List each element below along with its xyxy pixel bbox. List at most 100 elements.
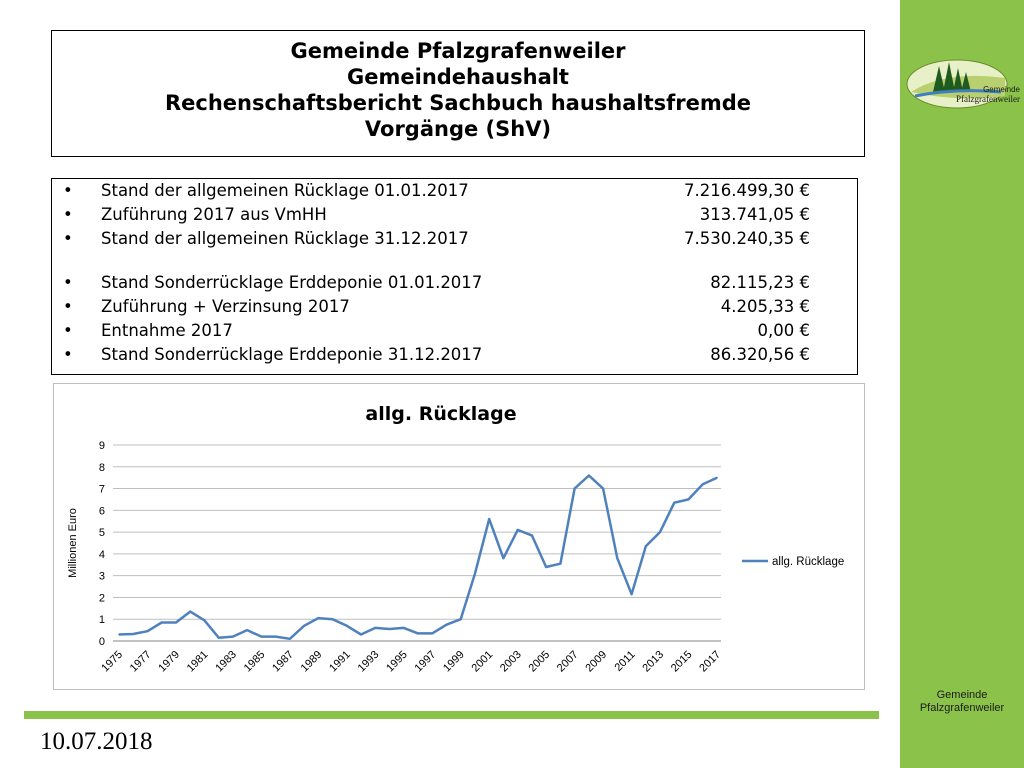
list-item: • Stand Sonderrücklage Erddeponie 01.01.…	[52, 273, 857, 297]
data-point	[402, 627, 405, 629]
data-point	[602, 487, 604, 490]
list-item: • Entnahme 2017 0,00 €	[52, 321, 857, 345]
x-tick-label: 1995	[384, 649, 410, 675]
data-point	[659, 531, 661, 533]
data-point	[260, 635, 263, 638]
data-point	[445, 623, 448, 626]
data-point	[431, 632, 434, 635]
data-point	[175, 621, 177, 624]
x-tick-label: 1977	[128, 649, 154, 675]
data-point	[360, 633, 362, 636]
bullet: •	[63, 205, 73, 224]
bullet: •	[63, 321, 73, 340]
data-point	[673, 501, 676, 504]
data-point	[246, 629, 248, 631]
bullet: •	[63, 181, 73, 200]
list-item-label: Stand der allgemeinen Rücklage 31.12.201…	[101, 229, 469, 248]
data-point	[687, 498, 690, 501]
y-tick-label: 4	[99, 549, 105, 561]
x-tick-label: 1999	[441, 649, 467, 675]
data-point	[146, 630, 149, 632]
x-tick-label: 2009	[583, 649, 609, 675]
x-tick-label: 1985	[242, 649, 268, 675]
data-point	[630, 593, 633, 595]
list-item: • Stand der allgemeinen Rücklage 01.01.2…	[52, 181, 857, 205]
chart-title: allg. Rücklage	[365, 403, 516, 425]
data-point	[374, 627, 377, 629]
data-point	[132, 633, 135, 635]
data-point	[516, 529, 519, 531]
legend-label: allg. Rücklage	[772, 556, 844, 568]
data-point	[289, 638, 291, 640]
data-point	[346, 624, 348, 627]
bullet: •	[63, 273, 73, 292]
data-point	[559, 562, 562, 565]
list-item-label: Entnahme 2017	[101, 321, 233, 340]
title-box: Gemeinde Pfalzgrafenweiler Gemeindehaush…	[51, 30, 865, 157]
data-point	[203, 619, 206, 622]
x-tick-label: 2005	[526, 649, 552, 675]
x-tick-label: 2013	[640, 649, 666, 675]
list-item-value: 313.741,05 €	[699, 205, 810, 224]
list-item-value: 7.216.499,30 €	[684, 181, 810, 200]
chart-container: 0 1 2 3 4 5 6 7 8 9 1975 1977 1979 1981 1983 1985 1987 19…	[53, 383, 865, 690]
y-tick-label: 2	[99, 592, 105, 604]
summary-list: • Stand der allgemeinen Rücklage 01.01.2…	[51, 178, 858, 375]
x-tick-label: 1983	[213, 649, 239, 675]
data-point	[645, 545, 647, 548]
x-tick-label: 1991	[327, 649, 353, 675]
list-item-label: Zuführung 2017 aus VmHH	[101, 205, 327, 224]
y-axis-label: Millionen Euro	[67, 508, 79, 578]
data-point	[317, 617, 320, 619]
data-point	[388, 628, 391, 630]
logo-text-small: Gemeinde	[983, 85, 1020, 94]
footer-divider	[24, 711, 879, 719]
data-point	[573, 487, 576, 490]
title-line-3: Rechenschaftsbericht Sachbuch haushaltsf…	[164, 91, 752, 115]
data-point	[502, 557, 505, 560]
data-point	[588, 474, 590, 477]
data-point	[701, 483, 704, 485]
data-point	[189, 610, 191, 613]
bullet: •	[63, 297, 73, 316]
y-tick-label: 9	[99, 440, 105, 452]
x-tick-label: 1979	[156, 649, 182, 675]
series-line	[118, 474, 718, 641]
x-tick-label: 1993	[356, 649, 382, 675]
data-point	[303, 624, 305, 627]
data-point	[160, 621, 163, 624]
logo-text-big: Pfalzgrafenweiler	[956, 94, 1020, 104]
x-tick-label: 2011	[612, 649, 637, 674]
data-point	[232, 635, 234, 638]
list-item-value: 86.320,56 €	[710, 345, 810, 364]
presentation-date: 10.07.2018	[40, 728, 153, 755]
x-tick-label: 2003	[498, 649, 524, 675]
title-line-4: Vorgänge (ShV)	[364, 117, 552, 141]
list-item-label: Stand Sonderrücklage Erddeponie 31.12.20…	[101, 345, 483, 364]
data-point	[459, 618, 462, 621]
x-tick-label: 2007	[555, 649, 581, 675]
x-tick-label: 2017	[697, 649, 723, 675]
list-item: • Zuführung 2017 aus VmHH 313.741,05 €	[52, 205, 857, 229]
data-point	[217, 636, 220, 639]
list-item-value: 7.530.240,35 €	[684, 229, 810, 248]
sidebar: Gemeinde Pfalzgrafenweiler Gemeinde Pfal…	[900, 0, 1024, 768]
data-point	[616, 557, 619, 560]
list-item-label: Zuführung + Verzinsung 2017	[101, 297, 350, 316]
data-point	[331, 618, 334, 621]
list-item-label: Stand der allgemeinen Rücklage 01.01.201…	[101, 181, 469, 200]
data-point	[417, 632, 419, 635]
bullet: •	[63, 229, 73, 248]
list-item: • Stand Sonderrücklage Erddeponie 31.12.…	[52, 345, 857, 369]
list-item: • Zuführung + Verzinsung 2017 4.205,33 €	[52, 297, 857, 321]
x-tick-label: 1981	[185, 649, 211, 675]
footer-line-2: Pfalzgrafenweiler	[919, 702, 1005, 714]
x-tick-label: 1989	[299, 649, 325, 675]
y-tick-label: 8	[99, 462, 105, 474]
title-line-1: Gemeinde Pfalzgrafenweiler	[290, 39, 626, 63]
x-tick-label: 2015	[669, 649, 695, 675]
title-line-2: Gemeindehaushalt	[347, 65, 569, 89]
list-item-label: Stand Sonderrücklage Erddeponie 01.01.20…	[101, 273, 483, 292]
data-point	[545, 566, 547, 568]
